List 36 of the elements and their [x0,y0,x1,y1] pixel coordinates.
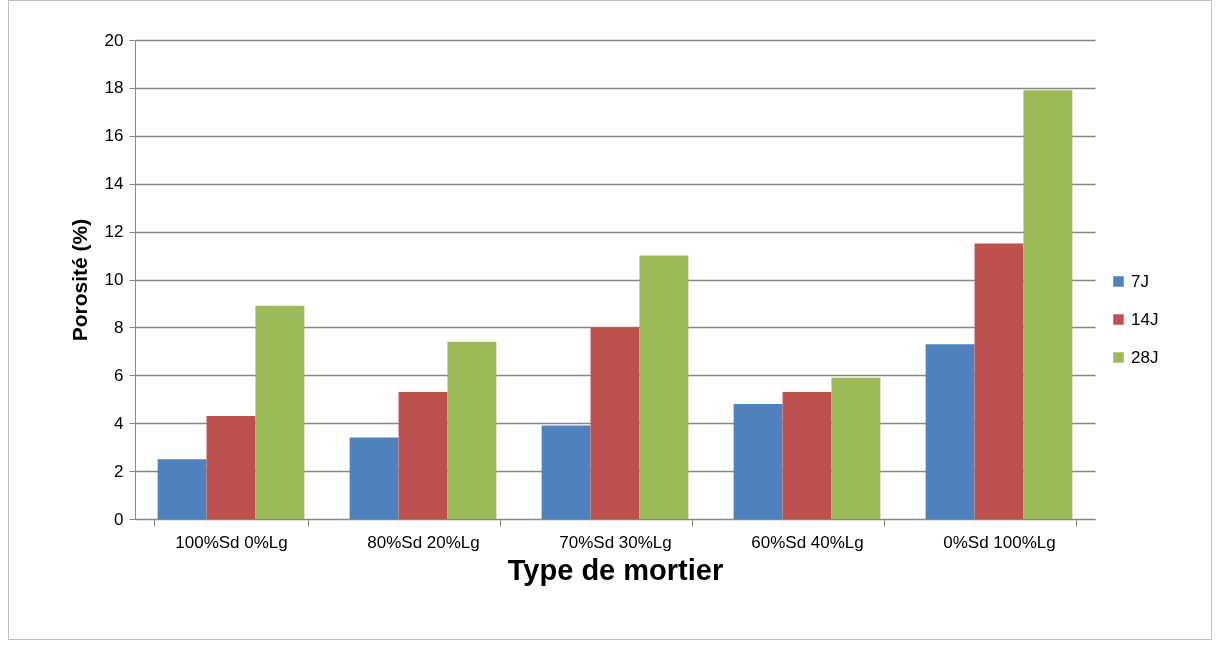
y-tick-label: 0 [114,509,124,529]
bar [349,437,399,519]
y-tick-label: 12 [104,222,124,242]
x-tick-label: 100%Sd 0%Lg [175,532,288,552]
y-tick-label: 2 [114,461,124,481]
x-tick-label: 60%Sd 40%Lg [751,532,864,552]
x-tick-label: 70%Sd 30%Lg [559,532,672,552]
y-tick-label: 10 [104,270,124,289]
bar [157,459,207,519]
y-tick-label: 8 [114,317,124,337]
x-tick-label: 80%Sd 20%Lg [367,532,480,552]
legend-label: 14J [1131,309,1159,329]
bar [782,392,832,519]
bar [831,377,881,519]
y-tick-label: 4 [114,413,124,433]
x-tick-label: 0%Sd 100%Lg [943,532,1056,552]
bar [541,425,591,519]
y-tick-label: 18 [104,78,124,98]
bar [398,392,448,519]
bar [255,305,305,519]
bar [447,341,497,519]
legend-label: 28J [1131,347,1159,367]
bar [974,243,1024,519]
legend-label: 7J [1131,271,1149,291]
y-tick-label: 6 [114,365,124,385]
bar [590,327,640,519]
y-tick-label: 20 [104,30,124,50]
bar [733,404,783,519]
y-axis-title: Porosité (%) [67,218,91,342]
bar [1023,90,1073,519]
bar [639,255,689,519]
y-tick-label: 16 [104,126,124,146]
y-tick-label: 14 [104,174,124,194]
bar [925,344,975,519]
bar [206,416,256,519]
x-axis-title: Type de mortier [507,553,724,586]
